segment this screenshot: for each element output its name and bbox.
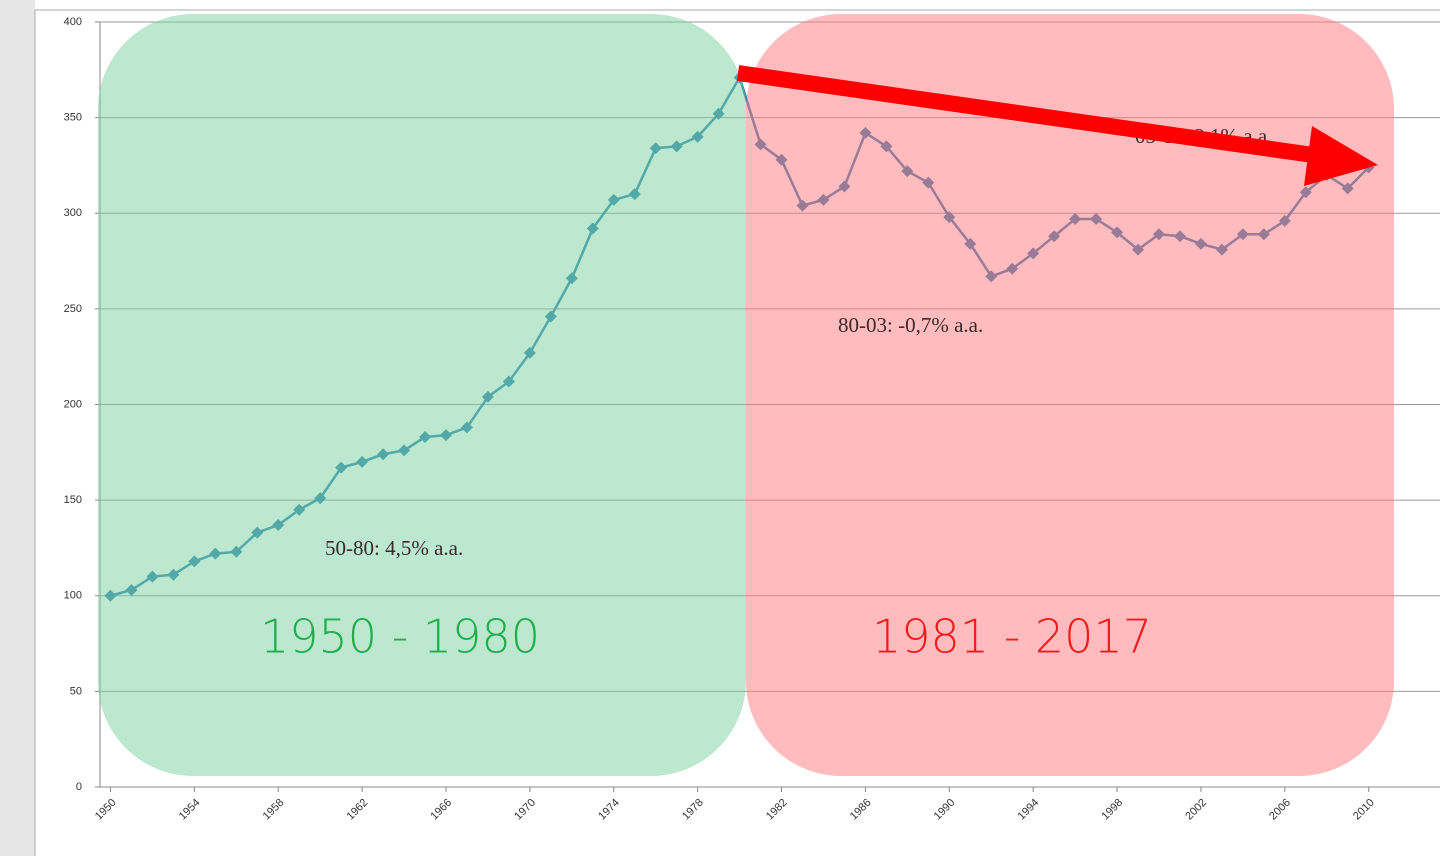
annotation: 50-80: 4,5% a.a. [325,536,463,560]
x-tick-label: 1994 [1016,797,1042,823]
x-tick-label: 1950 [93,797,119,823]
x-tick-label: 1974 [596,797,622,823]
period-label: 1981 - 2017 [872,610,1152,664]
x-tick-label: 2006 [1267,797,1293,823]
y-tick-label: 200 [64,398,82,410]
y-tick-label: 300 [64,207,82,219]
y-tick-label: 350 [64,112,82,124]
y-tick-label: 100 [64,590,82,602]
y-tick-label: 150 [64,494,82,506]
x-tick-label: 1998 [1099,797,1125,823]
x-tick-label: 1990 [932,797,958,823]
x-tick-label: 1986 [848,797,874,823]
period-label: 1950 - 1980 [260,610,540,664]
x-tick-label: 1982 [764,797,790,823]
trend-arrow [736,65,1322,164]
x-tick-label: 1966 [428,797,454,823]
x-tick-label: 2002 [1183,797,1209,823]
y-tick-label: 250 [64,303,82,315]
period-region [98,14,746,776]
arrow-head [1304,126,1378,186]
y-tick-label: 400 [64,16,82,28]
period-region [746,14,1394,776]
side-strip [0,0,35,856]
x-tick-label: 1954 [177,797,203,823]
x-tick-label: 1958 [261,797,287,823]
annotation: 80-03: -0,7% a.a. [838,313,983,337]
y-tick-label: 50 [70,685,82,697]
x-tick-label: 1962 [345,797,371,823]
y-tick-label: 0 [76,781,82,793]
x-tick-label: 1970 [512,797,538,823]
x-tick-label: 1978 [680,797,706,823]
x-tick-label: 2010 [1351,797,1377,823]
